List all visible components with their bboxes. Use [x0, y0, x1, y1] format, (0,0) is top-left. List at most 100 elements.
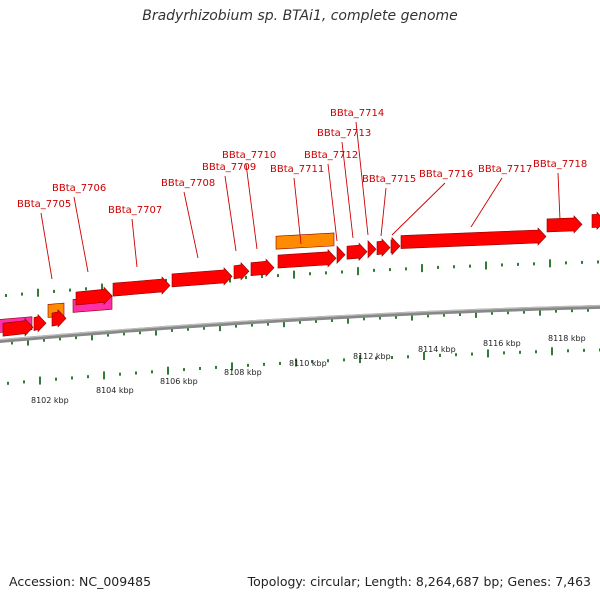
cds-arrow [250, 258, 275, 278]
leader-line [470, 177, 503, 228]
upper-minor-tick [597, 260, 599, 264]
middle-minor-tick [11, 341, 13, 345]
kbp-label: 8102 kbp [31, 396, 69, 405]
cds-arrow [346, 242, 368, 261]
gene-label: BBta_7718 [533, 159, 587, 170]
middle-major-tick [91, 332, 93, 341]
upper-major-tick [421, 264, 423, 273]
lower-minor-tick [519, 350, 521, 354]
accession-text: Accession: NC_009485 [9, 574, 152, 589]
kbp-label: 8106 kbp [160, 377, 198, 386]
middle-major-tick [219, 323, 221, 332]
cds-arrow [277, 249, 337, 269]
cds-arrow [376, 238, 391, 257]
upper-minor-tick [501, 263, 503, 267]
lower-major-tick [423, 352, 425, 361]
gene-label: BBta_7714 [330, 108, 384, 119]
lower-minor-tick [151, 370, 153, 374]
leader-line [355, 121, 369, 236]
lower-minor-tick [215, 365, 217, 369]
upper-minor-tick [437, 265, 439, 269]
cds-arrow [591, 211, 600, 231]
lower-major-tick [359, 355, 361, 364]
lower-minor-tick [311, 360, 313, 364]
gene-label: BBta_7708 [161, 178, 215, 189]
lower-minor-tick [439, 353, 441, 357]
upper-minor-tick [261, 275, 263, 279]
middle-major-tick [27, 337, 29, 346]
middle-minor-tick [123, 332, 125, 336]
upper-minor-tick [85, 287, 87, 291]
middle-major-tick [475, 309, 477, 318]
cds-arrow [390, 236, 401, 256]
kbp-label: 8114 kbp [418, 345, 456, 354]
gene-label: BBta_7712 [304, 150, 358, 161]
lower-minor-tick [55, 377, 57, 381]
lower-minor-tick [567, 349, 569, 353]
lower-minor-tick [199, 366, 201, 370]
middle-minor-tick [107, 333, 109, 337]
middle-minor-tick [59, 337, 61, 341]
lower-minor-tick [135, 371, 137, 375]
upper-minor-tick [581, 260, 583, 264]
upper-minor-tick [21, 292, 23, 296]
cds-arrow [2, 317, 34, 337]
leader-line [557, 172, 561, 221]
middle-minor-tick [331, 319, 333, 323]
middle-minor-tick [555, 309, 557, 313]
upper-major-tick [485, 261, 487, 270]
lower-minor-tick [391, 355, 393, 359]
gene-label: BBta_7717 [478, 164, 532, 175]
lower-minor-tick [583, 348, 585, 352]
leader-line [40, 212, 53, 280]
cds-arrow [233, 262, 250, 281]
cds-arrow [546, 215, 583, 234]
middle-minor-tick [75, 336, 77, 340]
lower-minor-tick [375, 356, 377, 360]
upper-minor-tick [453, 265, 455, 269]
middle-minor-tick [427, 314, 429, 318]
upper-major-tick [37, 288, 39, 297]
lower-minor-tick [23, 380, 25, 384]
middle-major-tick [411, 312, 413, 321]
middle-minor-tick [379, 316, 381, 320]
lower-major-tick [551, 347, 553, 356]
lower-minor-tick [471, 352, 473, 356]
lower-major-tick [103, 371, 105, 380]
lower-major-tick [39, 376, 41, 385]
upper-major-tick [357, 267, 359, 276]
middle-minor-tick [315, 319, 317, 323]
lower-minor-tick [247, 363, 249, 367]
cds-arrow [33, 313, 47, 333]
middle-minor-tick [395, 315, 397, 319]
upper-minor-tick [405, 267, 407, 271]
lower-minor-tick [263, 362, 265, 366]
lower-major-tick [167, 366, 169, 375]
upper-major-tick [101, 283, 103, 292]
middle-minor-tick [363, 317, 365, 321]
lower-minor-tick [407, 355, 409, 359]
cds-arrow [400, 227, 547, 249]
leader-line [183, 191, 199, 259]
lower-minor-tick [503, 351, 505, 355]
upper-minor-tick [53, 289, 55, 293]
rna-feature-block [275, 232, 335, 250]
lower-minor-tick [119, 372, 121, 376]
kbp-label: 8110 kbp [289, 359, 327, 368]
genome-summary-text: Topology: circular; Length: 8,264,687 bp… [247, 574, 591, 589]
leader-line [380, 187, 387, 237]
genome-backbone [0, 304, 600, 344]
lower-minor-tick [327, 359, 329, 363]
kbp-label: 8116 kbp [483, 339, 521, 348]
middle-major-tick [347, 315, 349, 324]
leader-line [327, 163, 338, 242]
gene-label: BBta_7706 [52, 183, 106, 194]
middle-minor-tick [571, 309, 573, 313]
lower-minor-tick [455, 353, 457, 357]
backbone-highlight [0, 305, 600, 341]
upper-minor-tick [5, 293, 7, 297]
map-title: Bradyrhizobium sp. BTAi1, complete genom… [142, 8, 458, 24]
gene-label: BBta_7711 [270, 164, 324, 175]
